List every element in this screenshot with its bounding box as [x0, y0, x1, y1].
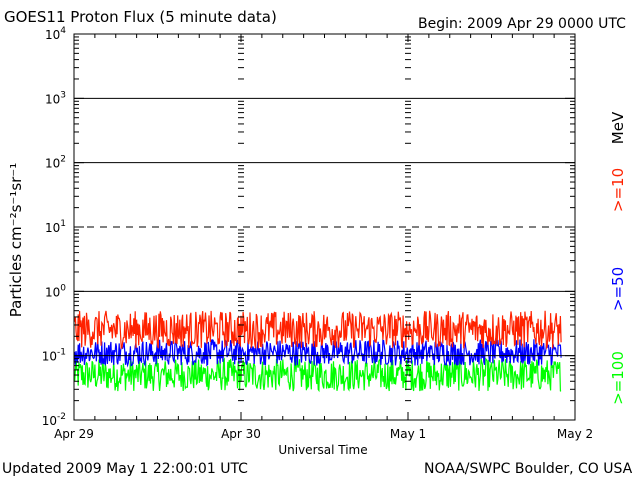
begin-date: Begin: 2009 Apr 29 0000 UTC: [418, 16, 626, 32]
grid-layer: [74, 97, 575, 357]
legend-label-3: >=100: [609, 351, 627, 405]
label-layer: 10-2 10-1 100 101 102 103 104 Apr 29 Apr 30 May 1…: [7, 26, 627, 457]
y-tick-label: 104: [45, 26, 66, 42]
x-tick-label: Apr 29: [54, 427, 94, 441]
updated-timestamp: Updated 2009 May 1 22:00:01 UTC: [2, 461, 248, 477]
series-line-1: [73, 310, 562, 351]
y-tick-label: 10-2: [42, 412, 66, 428]
frame-layer: [73, 33, 576, 421]
y-tick-label: 101: [45, 219, 66, 235]
legend-label-1: >=10: [609, 168, 627, 212]
legend-label-2: >=50: [609, 267, 627, 311]
chart-title: GOES11 Proton Flux (5 minute data): [4, 8, 277, 26]
y-tick-label: 100: [45, 283, 66, 299]
source-credit: NOAA/SWPC Boulder, CO USA: [424, 461, 633, 477]
series-line-3: [73, 357, 562, 393]
y-tick-label: 102: [45, 155, 66, 171]
y-axis-label: Particles cm⁻²s⁻¹sr⁻¹: [7, 163, 25, 317]
y-tick-label: 10-1: [42, 348, 66, 364]
series-layer: [73, 310, 562, 393]
x-axis-label: Universal Time: [278, 443, 367, 457]
x-tick-label: Apr 30: [221, 427, 261, 441]
x-tick-label: May 1: [390, 427, 426, 441]
energy-unit-label: MeV: [609, 111, 627, 144]
x-tick-label: May 2: [557, 427, 593, 441]
series-line-2: [73, 338, 562, 368]
y-tick-label: 103: [45, 90, 66, 106]
